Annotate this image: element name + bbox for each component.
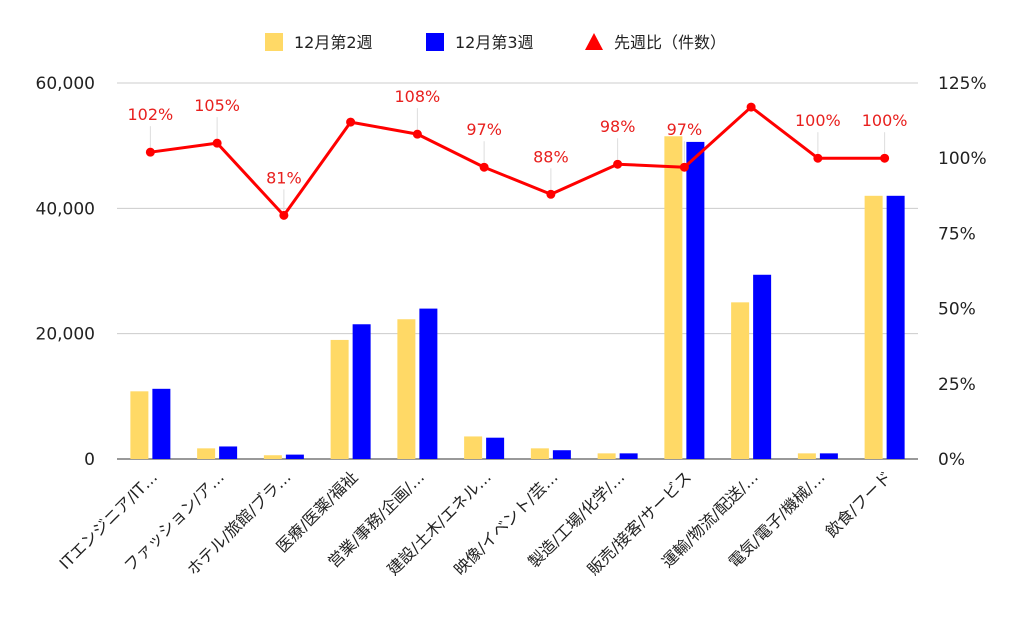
- bar-week3: [886, 195, 905, 460]
- bar-week3: [619, 453, 638, 459]
- bar-week2: [130, 391, 149, 459]
- ratio-point: [546, 189, 556, 199]
- ratio-point: [145, 147, 155, 157]
- ratio-point: [346, 117, 356, 127]
- gridlines: [117, 82, 918, 460]
- legend-label: 12月第3週: [455, 33, 534, 52]
- ratio-point: [679, 162, 689, 172]
- data-labels: 102% 105% 81% 108% 97% 88% 98% 97% 100% 100%: [128, 87, 908, 211]
- legend-swatch: [265, 33, 283, 51]
- bar-week2: [664, 136, 683, 459]
- y-right-tick-label: 75%: [938, 224, 976, 244]
- bar-week3: [486, 437, 505, 459]
- y-right-tick-label: 0%: [938, 450, 965, 470]
- y-right-tick-label: 50%: [938, 300, 976, 320]
- ratio-point: [613, 159, 623, 169]
- bars: [130, 136, 905, 460]
- ratio-point: [479, 162, 489, 172]
- legend-swatch: [426, 33, 444, 51]
- x-category-label: 飲食/フード: [822, 467, 896, 541]
- bar-week2: [864, 195, 883, 460]
- y-left-tick-label: 60,000: [36, 74, 95, 94]
- bar-week2: [330, 339, 349, 459]
- ratio-point: [212, 138, 222, 148]
- bar-week2: [797, 453, 816, 459]
- ratio-line-path: [150, 105, 885, 217]
- bar-week2: [731, 302, 750, 459]
- data-label: 97%: [466, 120, 502, 139]
- bar-week3: [686, 141, 705, 459]
- bar-week2: [197, 448, 216, 459]
- y-left-tick-label: 0: [84, 450, 95, 470]
- bar-week3: [352, 324, 371, 459]
- data-label: 102%: [128, 105, 174, 124]
- bar-week3: [219, 446, 238, 459]
- data-label: 81%: [266, 168, 302, 187]
- bar-week2: [530, 448, 549, 459]
- ratio-line: [145, 102, 890, 220]
- data-label: 108%: [395, 87, 441, 106]
- legend-triangle-icon: [585, 33, 603, 50]
- legend-label: 先週比（件数）: [614, 33, 726, 52]
- ratio-point: [412, 129, 422, 139]
- data-label: 100%: [795, 111, 841, 130]
- y-left-tick-label: 40,000: [36, 199, 95, 219]
- bar-week3: [552, 450, 571, 459]
- bar-week2: [597, 453, 616, 459]
- data-label: 88%: [533, 147, 569, 166]
- y-right-tick-label: 125%: [938, 74, 987, 94]
- y-right-tick-label: 25%: [938, 375, 976, 395]
- bar-week3: [285, 454, 304, 459]
- legend: 12月第2週 12月第3週 先週比（件数）: [265, 33, 726, 52]
- bar-week3: [753, 274, 772, 459]
- data-label: 98%: [600, 117, 636, 136]
- data-label: 105%: [194, 96, 240, 115]
- ratio-point: [813, 153, 823, 163]
- bar-week2: [464, 436, 483, 459]
- data-label: 97%: [667, 120, 703, 139]
- ratio-point: [880, 153, 890, 163]
- data-label: 100%: [862, 111, 908, 130]
- legend-label: 12月第2週: [294, 33, 373, 52]
- bar-week3: [819, 453, 838, 459]
- bar-week3: [419, 308, 438, 459]
- bar-week3: [152, 388, 171, 459]
- bar-week2: [263, 455, 282, 459]
- y-right-tick-label: 100%: [938, 149, 987, 169]
- bar-week2: [397, 319, 416, 459]
- y-left-tick-label: 20,000: [36, 325, 95, 345]
- ratio-point: [279, 210, 289, 220]
- ratio-point: [746, 102, 756, 112]
